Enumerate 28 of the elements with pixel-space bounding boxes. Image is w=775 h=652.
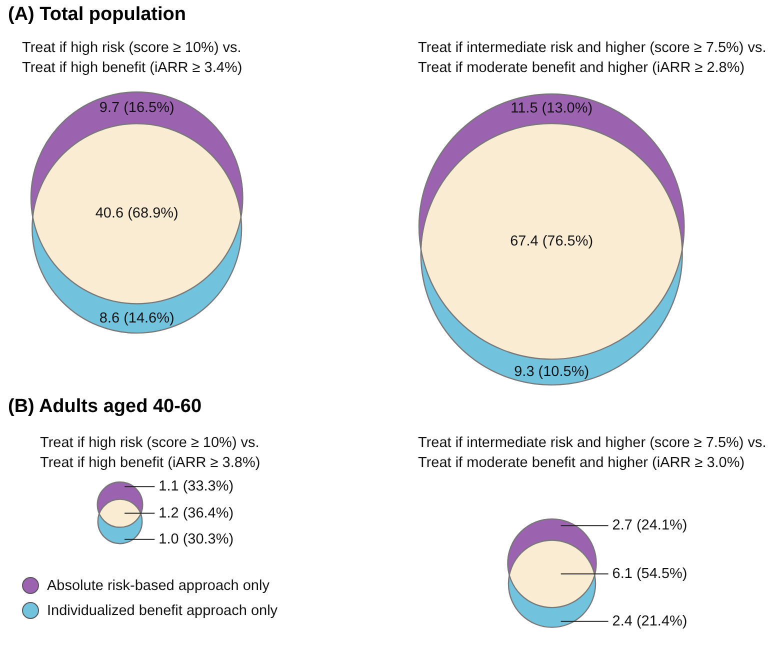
- venn-diagram: 2.7 (24.1%) 6.1 (54.5%) 2.4 (21.4%): [390, 515, 775, 647]
- data-label: 9.7 (16.5%): [100, 100, 174, 116]
- text: (A) Total population: [8, 4, 186, 26]
- data-label: 6.1 (54.5%): [612, 566, 688, 582]
- data-label: 8.6 (14.6%): [100, 310, 174, 326]
- text: Absolute risk-based approach only: [47, 578, 270, 594]
- venn-diagram: 11.5 (13.0%) 67.4 (76.5%) 9.3 (10.5%): [417, 92, 688, 387]
- data-label: 1.0 (30.3%): [158, 531, 234, 548]
- data-label: 1.1 (33.3%): [158, 478, 234, 495]
- data-label: 2.4 (21.4%): [612, 613, 688, 630]
- venn-diagram: 1.1 (33.3%) 1.2 (36.4%) 1.0 (30.3%): [0, 478, 390, 578]
- text: Individualized benefit approach only: [47, 602, 278, 618]
- data-label: 67.4 (76.5%): [510, 233, 594, 250]
- text: Treat if moderate benefit and higher (iARR ≥ 2.8%): [418, 60, 745, 76]
- text: Treat if high risk (score ≥ 10%) vs.: [22, 40, 242, 56]
- text: Treat if high benefit (iARR ≥ 3.4%): [22, 60, 242, 76]
- data-label: 9.3 (10.5%): [514, 364, 590, 380]
- text: (B) Adults aged 40-60: [8, 396, 202, 418]
- data-label: 40.6 (68.9%): [95, 206, 179, 222]
- venn-diagram: 9.7 (16.5%) 40.6 (68.9%) 8.6 (14.6%): [29, 90, 246, 336]
- data-label: 2.7 (24.1%): [612, 518, 688, 534]
- data-label: 1.2 (36.4%): [158, 505, 234, 522]
- text: Treat if intermediate risk and higher (score ≥ 7.5%) vs.: [418, 435, 766, 451]
- text: Treat if high risk (score ≥ 10%) vs.: [40, 435, 260, 451]
- data-label: 11.5 (13.0%): [511, 100, 593, 117]
- text: Treat if high benefit (iARR ≥ 3.8%): [40, 455, 260, 471]
- text: Treat if moderate benefit and higher (iARR ≥ 3.0%): [418, 455, 745, 471]
- text: Treat if intermediate risk and higher (score ≥ 7.5%) vs.: [418, 40, 766, 56]
